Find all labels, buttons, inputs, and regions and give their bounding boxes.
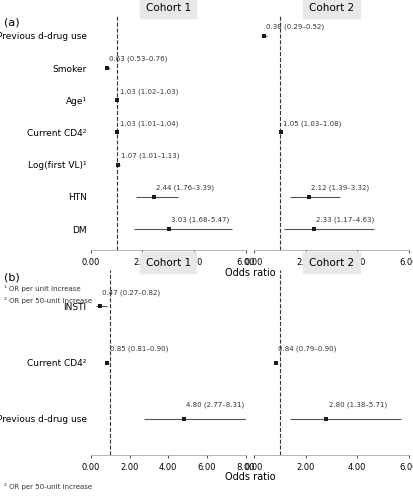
Text: 0.84 (0.79–0.90): 0.84 (0.79–0.90) [278,346,336,352]
Title: Cohort 2: Cohort 2 [309,3,354,13]
Title: Cohort 1: Cohort 1 [146,258,191,268]
Text: 0.47 (0.27–0.82): 0.47 (0.27–0.82) [102,290,160,296]
Text: 0.63 (0.53–0.76): 0.63 (0.53–0.76) [109,56,168,62]
Text: Odds ratio: Odds ratio [225,268,275,278]
Text: ¹ OR per unit increase: ¹ OR per unit increase [4,285,81,292]
Text: 1.05 (1.03–1.08): 1.05 (1.03–1.08) [283,120,342,126]
Text: (a): (a) [4,18,20,28]
Text: ² OR per 50-unit increase: ² OR per 50-unit increase [4,482,92,490]
Text: 1.03 (1.01–1.04): 1.03 (1.01–1.04) [120,120,178,126]
Title: Cohort 2: Cohort 2 [309,258,354,268]
Text: 2.33 (1.17–4.63): 2.33 (1.17–4.63) [316,217,375,224]
Text: 3.03 (1.68–5.47): 3.03 (1.68–5.47) [171,217,230,224]
Text: 2.12 (1.39–3.32): 2.12 (1.39–3.32) [311,184,369,191]
Text: 2.80 (1.38–5.71): 2.80 (1.38–5.71) [329,402,387,408]
Text: 0.38 (0.29–0.52): 0.38 (0.29–0.52) [266,24,324,30]
Text: 1.07 (1.01–1.13): 1.07 (1.01–1.13) [121,152,179,159]
Text: 0.85 (0.81–0.90): 0.85 (0.81–0.90) [109,346,168,352]
Text: 2.44 (1.76–3.39): 2.44 (1.76–3.39) [156,184,214,191]
Text: (b): (b) [4,272,20,282]
Text: ² OR per 50-unit increase: ² OR per 50-unit increase [4,298,92,304]
Text: 4.80 (2.77–8.31): 4.80 (2.77–8.31) [186,402,244,408]
Text: 1.03 (1.02–1.03): 1.03 (1.02–1.03) [120,88,178,94]
Title: Cohort 1: Cohort 1 [146,3,191,13]
Text: Odds ratio: Odds ratio [225,472,275,482]
